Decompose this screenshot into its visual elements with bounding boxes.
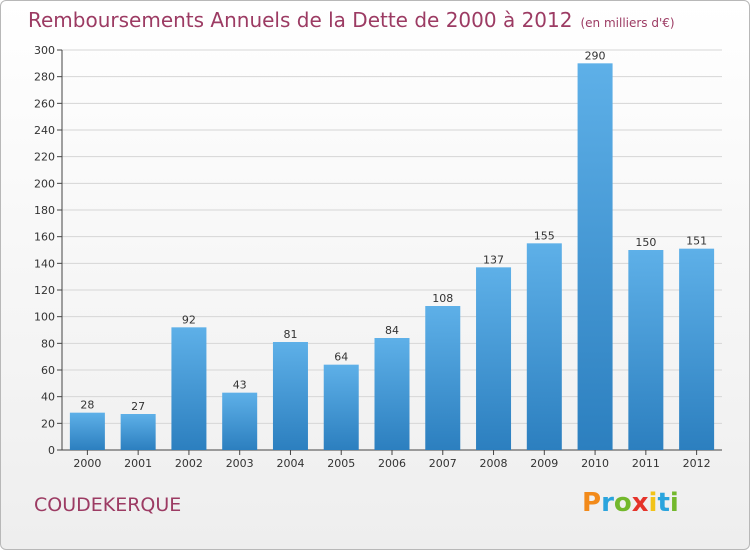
x-tick-label-2003: 2003 (226, 457, 254, 470)
logo-letter: o (613, 488, 632, 518)
y-tick-label: 40 (41, 391, 55, 404)
x-tick-label-2002: 2002 (175, 457, 203, 470)
y-tick-label: 20 (41, 417, 55, 430)
x-tick-label-2004: 2004 (276, 457, 304, 470)
data-label-2003: 43 (233, 379, 247, 392)
data-label-2001: 27 (131, 400, 145, 413)
x-tick-label-2000: 2000 (73, 457, 101, 470)
y-tick-label: 180 (34, 204, 55, 217)
bar-2007 (425, 306, 461, 450)
logo-letter: i (648, 488, 658, 518)
x-tick-labels: 2000 2001 2002 2003 2004 2005 2006 2007 2008 2009… (73, 450, 711, 470)
data-label-2004: 81 (283, 328, 297, 341)
bar-2009 (526, 243, 562, 450)
logo-letter: P (582, 488, 602, 518)
data-label-2010: 290 (585, 49, 606, 62)
data-label-2008: 137 (483, 253, 504, 266)
y-tick-label: 260 (34, 97, 55, 110)
chart-title-text: Remboursements Annuels de la Dette de 20… (28, 8, 573, 32)
bar-2008 (476, 267, 512, 450)
y-tick-label: 0 (48, 444, 55, 457)
data-label-2006: 84 (385, 324, 399, 337)
data-label-2005: 64 (334, 351, 348, 364)
y-tick-label: 120 (34, 284, 55, 297)
data-label-2009: 155 (534, 229, 555, 242)
bar-2001 (120, 414, 156, 450)
data-label-2012: 151 (686, 235, 707, 248)
place-name: COUDEKERQUE (34, 494, 182, 516)
data-label-2007: 108 (432, 292, 453, 305)
logo-letter: r (601, 488, 614, 518)
data-label-2000: 28 (80, 399, 94, 412)
y-tick-label: 200 (34, 177, 55, 190)
bar-2010 (577, 63, 613, 450)
bars (69, 63, 715, 450)
data-label-2011: 150 (635, 236, 656, 249)
x-tick-label-2001: 2001 (124, 457, 152, 470)
x-tick-label-2007: 2007 (429, 457, 457, 470)
data-labels: 28 27 92 43 81 64 84 108 137 155 290 150 151 (80, 49, 707, 413)
y-tick-label: 80 (41, 337, 55, 350)
bar-2004 (272, 342, 308, 450)
y-tick-label: 160 (34, 231, 55, 244)
bar-2006 (374, 338, 410, 450)
data-label-2002: 92 (182, 313, 196, 326)
y-tick-label: 140 (34, 257, 55, 270)
x-tick-label-2009: 2009 (530, 457, 558, 470)
bar-2003 (222, 392, 258, 450)
x-tick-label-2011: 2011 (632, 457, 660, 470)
x-tick-label-2012: 2012 (683, 457, 711, 470)
x-tick-label-2010: 2010 (581, 457, 609, 470)
x-tick-label-2008: 2008 (480, 457, 508, 470)
bar-2002 (171, 327, 207, 450)
y-tick-label: 220 (34, 151, 55, 164)
logo-letter: t (657, 488, 670, 518)
y-tick-label: 100 (34, 311, 55, 324)
x-tick-label-2005: 2005 (327, 457, 355, 470)
y-tick-label: 280 (34, 71, 55, 84)
bar-2012 (679, 248, 715, 450)
y-tick-labels: 0 20 40 60 80 100 120 140 160 180 200 220 240 260 280 3… (34, 44, 55, 457)
logo-letter: i (669, 488, 679, 518)
chart-title: Remboursements Annuels de la Dette de 20… (28, 8, 675, 32)
y-tick-label: 60 (41, 364, 55, 377)
chart-subtitle: (en milliers d'€) (580, 16, 675, 30)
y-tick-label: 300 (34, 44, 55, 57)
logo-letter: x (631, 488, 649, 518)
proxiti-logo: Proxiti (582, 488, 679, 518)
bar-2000 (69, 412, 105, 450)
y-tick-label: 240 (34, 124, 55, 137)
x-tick-label-2006: 2006 (378, 457, 406, 470)
bar-2005 (323, 364, 359, 450)
bar-2011 (628, 250, 664, 450)
